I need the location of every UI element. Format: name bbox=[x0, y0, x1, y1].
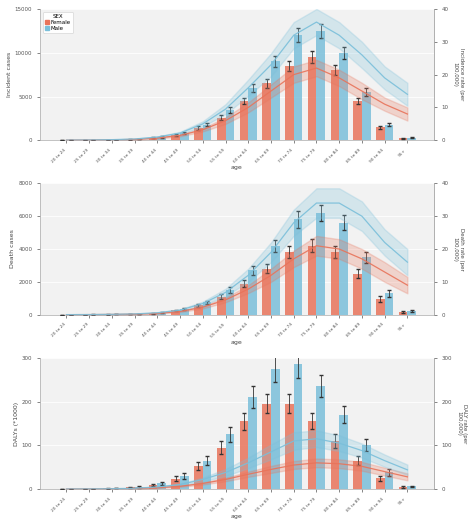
Bar bbox=[271, 246, 280, 315]
Bar bbox=[157, 312, 166, 315]
Bar bbox=[317, 31, 325, 140]
Bar bbox=[353, 101, 362, 140]
Y-axis label: Death cases: Death cases bbox=[10, 229, 16, 268]
Bar bbox=[135, 314, 143, 315]
Bar bbox=[285, 404, 294, 489]
Bar bbox=[263, 404, 271, 489]
Bar bbox=[294, 35, 302, 140]
Bar bbox=[330, 70, 339, 140]
Bar bbox=[180, 476, 189, 489]
Bar bbox=[248, 397, 257, 489]
Bar bbox=[172, 310, 180, 315]
Bar bbox=[339, 53, 348, 140]
Bar bbox=[308, 421, 317, 489]
Bar bbox=[240, 284, 248, 315]
X-axis label: age: age bbox=[231, 514, 243, 519]
Bar bbox=[226, 434, 234, 489]
Bar bbox=[194, 467, 203, 489]
Bar bbox=[285, 252, 294, 315]
Bar bbox=[248, 270, 257, 315]
Bar bbox=[126, 488, 135, 489]
Bar bbox=[172, 135, 180, 140]
X-axis label: age: age bbox=[231, 165, 243, 170]
Y-axis label: DALY rate (per
100,000): DALY rate (per 100,000) bbox=[456, 404, 467, 443]
Bar bbox=[112, 488, 120, 489]
Bar bbox=[285, 66, 294, 140]
Bar bbox=[407, 138, 416, 140]
Bar bbox=[271, 369, 280, 489]
Bar bbox=[271, 62, 280, 140]
Bar bbox=[385, 294, 393, 315]
Bar bbox=[362, 446, 371, 489]
Bar bbox=[135, 139, 143, 140]
Bar bbox=[294, 219, 302, 315]
Bar bbox=[126, 314, 135, 315]
Bar bbox=[330, 252, 339, 315]
Bar bbox=[149, 138, 157, 140]
Bar bbox=[248, 88, 257, 140]
Bar bbox=[294, 365, 302, 489]
Bar bbox=[157, 137, 166, 140]
Bar bbox=[240, 421, 248, 489]
Bar bbox=[353, 274, 362, 315]
Bar bbox=[317, 213, 325, 315]
Bar bbox=[407, 487, 416, 489]
Bar bbox=[339, 414, 348, 489]
Bar bbox=[376, 127, 385, 140]
Bar bbox=[362, 257, 371, 315]
Legend: Female, Male: Female, Male bbox=[43, 12, 73, 33]
Bar bbox=[362, 92, 371, 140]
Bar bbox=[217, 117, 226, 140]
Bar bbox=[203, 302, 211, 315]
Y-axis label: Incidence rate (per
100,000): Incidence rate (per 100,000) bbox=[453, 48, 464, 101]
Bar bbox=[399, 312, 407, 315]
Bar bbox=[385, 472, 393, 489]
Y-axis label: Incident cases: Incident cases bbox=[7, 52, 12, 97]
Bar bbox=[240, 101, 248, 140]
Bar bbox=[263, 84, 271, 140]
Bar bbox=[385, 125, 393, 140]
Bar bbox=[135, 487, 143, 489]
Bar bbox=[172, 479, 180, 489]
Bar bbox=[263, 269, 271, 315]
Bar bbox=[180, 309, 189, 315]
Bar bbox=[226, 109, 234, 140]
Bar bbox=[203, 125, 211, 140]
Bar bbox=[126, 139, 135, 140]
Bar bbox=[407, 311, 416, 315]
Y-axis label: Death rate (per
100,000): Death rate (per 100,000) bbox=[453, 228, 464, 270]
Bar bbox=[317, 386, 325, 489]
Bar bbox=[330, 441, 339, 489]
Bar bbox=[149, 313, 157, 315]
X-axis label: age: age bbox=[231, 340, 243, 345]
Bar bbox=[399, 138, 407, 140]
Bar bbox=[149, 485, 157, 489]
Bar bbox=[194, 128, 203, 140]
Bar bbox=[180, 133, 189, 140]
Bar bbox=[339, 222, 348, 315]
Bar bbox=[308, 57, 317, 140]
Bar bbox=[376, 478, 385, 489]
Bar bbox=[217, 448, 226, 489]
Y-axis label: DALYs (*1000): DALYs (*1000) bbox=[14, 401, 19, 446]
Bar bbox=[353, 461, 362, 489]
Bar bbox=[194, 305, 203, 315]
Bar bbox=[217, 297, 226, 315]
Bar bbox=[103, 488, 112, 489]
Bar bbox=[203, 461, 211, 489]
Bar bbox=[399, 487, 407, 489]
Bar bbox=[226, 290, 234, 315]
Bar bbox=[308, 246, 317, 315]
Bar bbox=[157, 483, 166, 489]
Bar bbox=[376, 299, 385, 315]
